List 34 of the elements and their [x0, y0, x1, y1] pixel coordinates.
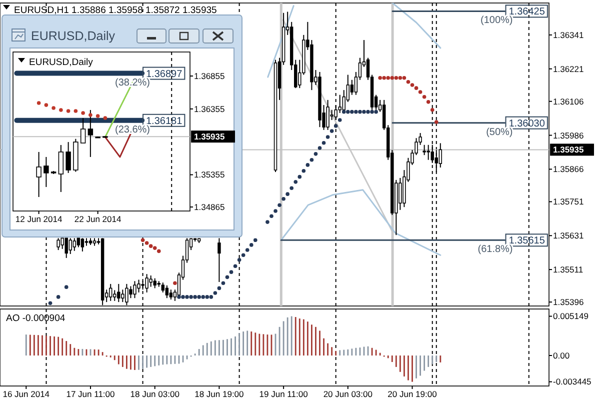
y-tick-label: 1.35355 [194, 170, 225, 180]
y-tick-label: 1.35396 [553, 297, 584, 308]
x-tick-label: 20 Jun 19:00 [388, 389, 438, 399]
x-tick-label: 12 Jun 2014 [15, 214, 62, 224]
ref-line-label: 1.35935 [553, 144, 584, 155]
chart-title: EURUSD,Daily [31, 29, 116, 43]
y-tick-label: 1.35751 [553, 196, 584, 207]
x-tick-label: 18 Jun 03:00 [130, 389, 180, 399]
text: AO -0.000904 [6, 313, 66, 324]
x-tick-label: 19 Jun 11:00 [259, 389, 308, 399]
x-tick-label: 18 Jun 19:00 [194, 389, 244, 399]
x-tick-label: 22 Jun 2014 [74, 214, 122, 224]
y-tick-label: 1.36855 [194, 70, 225, 81]
y-tick-label: 1.34865 [194, 202, 225, 212]
ref-line-label: 1.35935 [194, 132, 225, 142]
y-tick-label: 1.36106 [553, 96, 584, 106]
y-tick-label: 1.35866 [553, 164, 584, 174]
annotation: (50%) [486, 126, 513, 138]
annotation: (61.8%) [478, 244, 513, 256]
x-tick-label: 16 Jun 2014 [2, 389, 50, 399]
x-tick-label: 20 Jun 03:00 [323, 389, 373, 399]
y-tick-label: 1.36355 [194, 104, 225, 114]
annotation: (100%) [480, 15, 513, 26]
x-tick-label: 17 Jun 11:00 [66, 389, 116, 399]
chart-title: EURUSD,H1 1.35886 1.35958 1.35872 1.35935 [14, 5, 217, 16]
y-tick-label: -0.003445 [553, 376, 592, 387]
y-tick-label: 1.36341 [553, 30, 584, 40]
text: EURUSD,Daily [29, 57, 94, 68]
y-tick-label: 1.35511 [553, 264, 584, 275]
y-tick-label: 1.35631 [553, 230, 584, 241]
y-tick-label: 1.36221 [553, 64, 584, 74]
y-tick-label: 0.005149 [553, 311, 589, 322]
y-tick-label: 0.00 [553, 350, 570, 360]
y-tick-label: 1.35986 [553, 130, 584, 140]
